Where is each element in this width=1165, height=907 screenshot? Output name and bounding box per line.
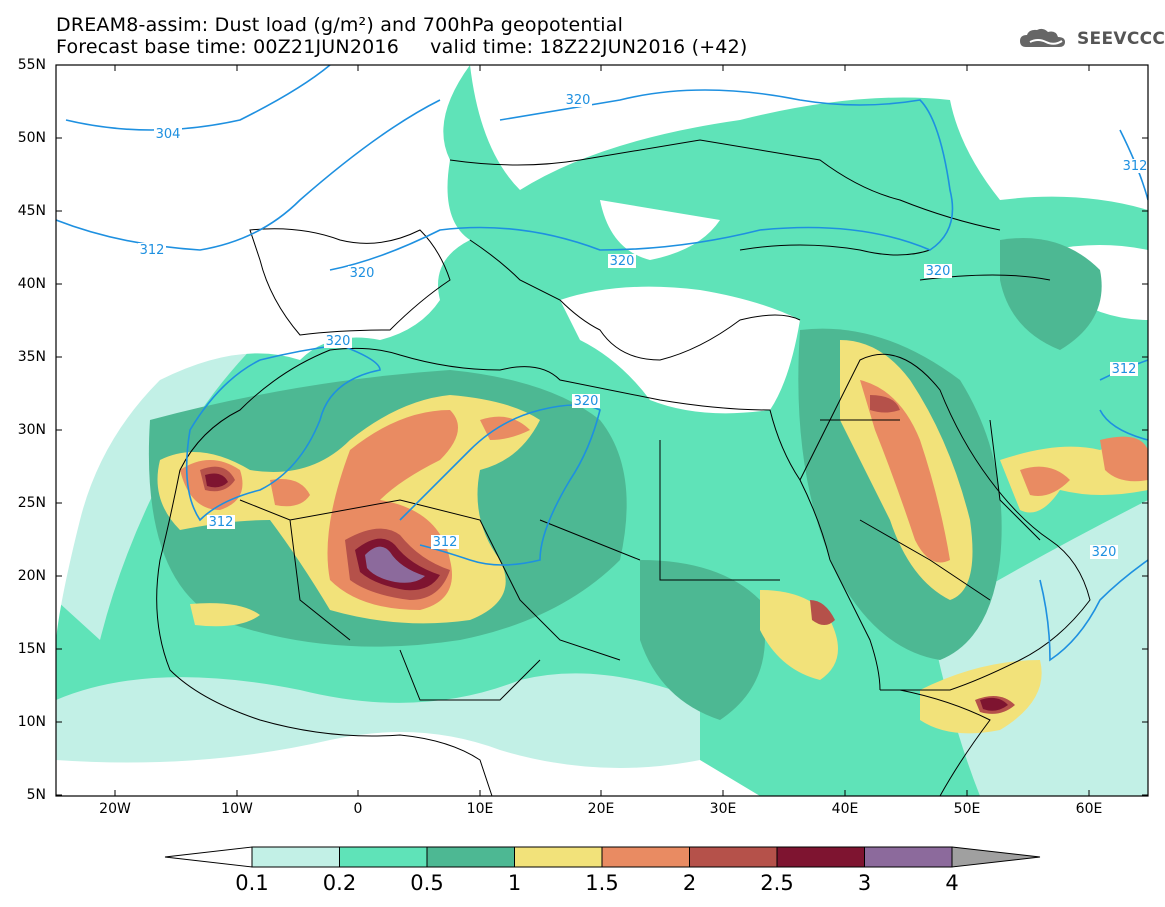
colorbar-label: 3: [857, 871, 872, 895]
contour-label-bg: [608, 254, 636, 268]
chart-title-line2: Forecast base time: 00Z21JUN2016 valid t…: [56, 36, 748, 58]
contour-label: 312: [1123, 159, 1148, 174]
no-dust-area: [560, 286, 800, 414]
contour-label: 312: [433, 535, 458, 550]
colorbar-swatch: [776, 846, 865, 868]
dust-1.5-2: [860, 380, 950, 563]
dust-1.5-2: [1020, 466, 1070, 496]
dust-3-4: [365, 546, 425, 583]
colorbar-label: 0.2: [322, 871, 357, 895]
lat-label: 20N: [17, 568, 46, 584]
dust-0.5-1: [1000, 238, 1102, 350]
no-dust-area: [600, 200, 720, 260]
coastlines: [156, 139, 1091, 796]
chart-title-line1: DREAM8-assim: Dust load (g/m²) and 700hP…: [56, 14, 624, 36]
contour-label-bg: [1121, 159, 1149, 173]
dust-band-light: [56, 333, 260, 640]
lon-label: 10W: [221, 801, 253, 817]
no-dust-area: [56, 65, 470, 640]
dust-2-2.5: [870, 395, 900, 413]
colorbar-swatch: [864, 846, 953, 868]
dust-2.5-3: [205, 473, 228, 488]
lat-label: 35N: [17, 349, 46, 365]
contour-label: 320: [566, 93, 591, 108]
no-dust-area: [470, 65, 1148, 210]
lon-label: 10E: [466, 801, 494, 817]
lat-label: 40N: [17, 276, 46, 292]
geopotential-contours: [56, 65, 1148, 662]
lon-label: 40E: [831, 801, 859, 817]
cloud-logo-icon: [1020, 28, 1065, 47]
lat-label: 15N: [17, 641, 46, 657]
contour-label: 320: [350, 266, 375, 281]
contour-label: 320: [926, 264, 951, 279]
contour-label-bg: [572, 394, 600, 408]
dust-1.5-2: [270, 479, 310, 507]
colorbar: [164, 846, 1041, 868]
contour-label: 320: [1092, 545, 1117, 560]
no-dust-area: [56, 732, 760, 796]
contour-label-bg: [324, 334, 352, 348]
dust-2-2.5: [810, 600, 835, 625]
contour-label-bg: [207, 515, 235, 529]
seevccc-logo: SEEVCCC: [1018, 27, 1165, 51]
contour-label-bg: [1090, 545, 1118, 559]
colorbar-label: 0.1: [235, 871, 269, 895]
contour-label-bg: [1110, 362, 1138, 376]
contour-label-bg: [564, 93, 592, 107]
colorbar-swatch: [514, 846, 603, 868]
contour-label-bg: [154, 127, 182, 141]
contour-label: 312: [209, 515, 234, 530]
contour-label: 312: [1112, 362, 1137, 377]
lon-label: 60E: [1075, 801, 1103, 817]
contour-label: 320: [326, 334, 351, 349]
colorbar-high-arrow: [951, 846, 1041, 868]
contour-labels: 304 320 312 320 320 320 320 320 312 312 312 320 312: [138, 93, 1149, 560]
lat-label: 30N: [17, 422, 46, 438]
lon-label: 20E: [587, 801, 615, 817]
contour-label-bg: [348, 266, 376, 280]
colorbar-label: 2.5: [760, 871, 794, 895]
colorbar-label: 1.5: [585, 871, 619, 895]
colorbar-swatch: [689, 846, 778, 868]
lat-label: 45N: [17, 203, 46, 219]
colorbar-swatch: [251, 846, 340, 868]
lon-label: 50E: [953, 801, 981, 817]
contour-label: 320: [574, 394, 599, 409]
dust-2.5-3: [980, 697, 1008, 711]
colorbar-low-arrow: [164, 846, 253, 868]
dust-1.5-2: [1100, 436, 1148, 482]
lat-label: 50N: [17, 130, 46, 146]
lat-label: 55N: [17, 57, 46, 73]
colorbar-label: 2: [682, 871, 697, 895]
dust-1-1.5: [190, 603, 260, 627]
lat-label: 25N: [17, 495, 46, 511]
colorbar-label: 0.5: [410, 871, 444, 895]
lat-label: 5N: [26, 787, 46, 803]
axis-ticks: [56, 64, 1148, 796]
contour-label-bg: [431, 535, 459, 549]
colorbar-swatch: [601, 846, 690, 868]
colorbar-label: 1: [507, 871, 522, 895]
contour-label: 304: [156, 127, 181, 142]
dust-1.5-2: [480, 416, 530, 440]
contour-label: 312: [140, 243, 165, 258]
contour-label-bg: [138, 243, 166, 257]
logo-text: SEEVCCC: [1077, 29, 1165, 49]
dust-0.5-1: [640, 560, 765, 720]
colorbar-swatch: [426, 846, 515, 868]
contour-label: 320: [610, 254, 635, 269]
colorbar-swatch: [339, 846, 428, 868]
dust-1-1.5: [920, 660, 1042, 734]
lon-label: 20W: [99, 801, 131, 817]
contour-label-bg: [924, 264, 952, 278]
lon-label: 30E: [709, 801, 737, 817]
colorbar-label: 4: [945, 871, 959, 895]
lon-label: 0: [353, 801, 363, 817]
lat-label: 10N: [17, 714, 46, 730]
